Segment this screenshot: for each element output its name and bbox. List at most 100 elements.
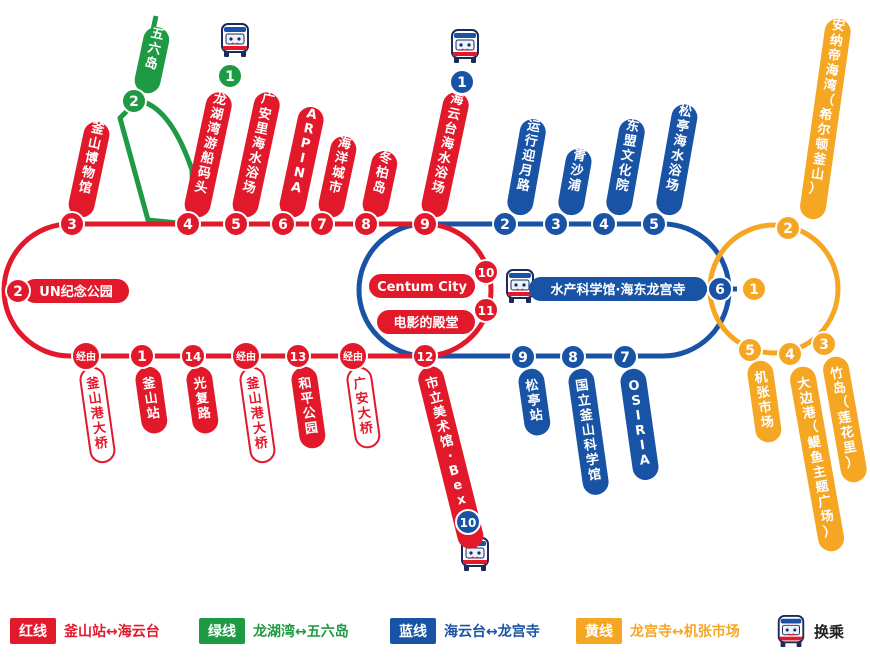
red-stop-number: 14 bbox=[185, 350, 202, 364]
yellow-stop-number: 5 bbox=[745, 343, 755, 359]
red-stop-number: 经由 bbox=[76, 350, 96, 363]
legend-yellow-route: 龙宫寺↔机张市场 bbox=[630, 624, 740, 640]
red-stop-label: 海洋城市 bbox=[327, 134, 352, 196]
red-stop: 光复路 14 bbox=[180, 343, 219, 434]
red-stop-label: ARPINA bbox=[289, 106, 318, 196]
red-stop: 龙湖湾游船码头 4 bbox=[175, 90, 232, 237]
red-stop: UN纪念公园 2 bbox=[5, 278, 129, 304]
bus-icon bbox=[221, 23, 249, 58]
legend: 红线 釜山站↔海云台 绿线 龙湖湾↔五六岛 蓝线 海云台↔龙宫寺 黄线 龙宫寺↔… bbox=[0, 612, 870, 652]
red-stop-label: UN纪念公园 bbox=[39, 284, 112, 300]
red-stop-label: 光复路 bbox=[192, 375, 213, 423]
blue-stop: 10 bbox=[455, 509, 481, 535]
route-map: 釜山博物馆 3 龙湖湾游船码头 4 广安里海水浴场 5 ARPINA 6 海洋城市 7 冬柏岛 8 海云… bbox=[1, 15, 867, 572]
red-stop: 海云台海水浴场 9 bbox=[412, 90, 469, 237]
yellow-stop-number: 3 bbox=[819, 337, 829, 353]
green-stop-number: 1 bbox=[225, 69, 235, 85]
red-stop-label: 电影的殿堂 bbox=[393, 315, 458, 331]
red-stop-number: 6 bbox=[278, 217, 288, 233]
blue-stop-number: 6 bbox=[715, 282, 725, 298]
red-stop-number: 4 bbox=[183, 217, 193, 233]
blue-stop: 东盟文化院 4 bbox=[591, 117, 645, 237]
red-stop-label: 海云台海水浴场 bbox=[430, 90, 466, 197]
blue-stop-label: 松亭站 bbox=[525, 377, 544, 424]
blue-stop-label: 运行迎月路 bbox=[515, 118, 543, 194]
red-stop-number: 经由 bbox=[343, 350, 363, 363]
yellow-stop-label: 机张市场 bbox=[754, 369, 776, 431]
green-stop-number: 2 bbox=[129, 94, 139, 110]
legend-yellow-tag: 黄线 bbox=[576, 618, 622, 644]
legend-red: 红线 釜山站↔海云台 bbox=[10, 618, 160, 644]
blue-stop: 1 bbox=[449, 69, 475, 95]
legend-green-route: 龙湖湾↔五六岛 bbox=[253, 624, 349, 640]
blue-stop: 松亭站 9 bbox=[510, 344, 551, 436]
blue-line-path bbox=[356, 221, 732, 359]
yellow-stop-number: 1 bbox=[749, 282, 759, 298]
red-stop: 广安里海水浴场 5 bbox=[223, 90, 280, 237]
legend-blue: 蓝线 海云台↔龙宫寺 bbox=[390, 618, 540, 644]
yellow-stop-number: 4 bbox=[785, 347, 795, 363]
red-stop-number: 7 bbox=[317, 217, 327, 233]
green-stop-label: 五六岛 bbox=[143, 26, 165, 73]
red-stop-number: 3 bbox=[67, 217, 77, 233]
legend-red-tag: 红线 bbox=[10, 618, 56, 644]
legend-blue-tag: 蓝线 bbox=[390, 618, 436, 644]
red-stop-label: 釜山站 bbox=[141, 375, 162, 423]
yellow-stop: 安纳帝海湾（希尔顿釜山） 2 bbox=[775, 17, 851, 241]
blue-stop-number: 4 bbox=[599, 217, 609, 233]
red-stop-label: 龙湖湾游船码头 bbox=[193, 90, 228, 196]
blue-stop-label: 青沙浦 bbox=[567, 147, 588, 195]
red-stop-number: 9 bbox=[420, 217, 430, 233]
legend-green-tag: 绿线 bbox=[199, 618, 245, 644]
blue-stop-label: OSIRIA bbox=[628, 378, 651, 469]
yellow-stop: 竹岛（莲花里） 3 bbox=[811, 331, 867, 483]
red-stop-label: 冬柏岛 bbox=[371, 149, 393, 197]
bus-icon bbox=[506, 269, 534, 304]
yellow-stop-number: 2 bbox=[783, 221, 793, 237]
red-stop: 和平公园 13 bbox=[285, 343, 326, 449]
yellow-stop: 大边港（鳀鱼主题广场）4 bbox=[777, 341, 845, 552]
yellow-stop: 机张市场 5 bbox=[737, 337, 782, 443]
red-stop: 釜山站 1 bbox=[129, 343, 168, 434]
red-stop-number: 2 bbox=[13, 284, 23, 300]
bus-icon bbox=[777, 614, 805, 648]
blue-stop-number: 2 bbox=[500, 217, 510, 233]
blue-stop-label: 东盟文化院 bbox=[615, 117, 642, 194]
blue-stop: 青沙浦 3 bbox=[543, 147, 592, 237]
yellow-stop-label: 竹岛（莲花里） bbox=[828, 365, 860, 472]
blue-stop-number: 7 bbox=[620, 350, 630, 366]
yellow-stop-label: 安纳帝海湾（希尔顿釜山） bbox=[807, 17, 847, 198]
red-stop-label: 广安里海水浴场 bbox=[241, 90, 277, 197]
red-stop-label: Centum City bbox=[377, 280, 467, 295]
red-stop-label: 釜山港大桥 bbox=[85, 375, 110, 452]
blue-stop: 国立釜山科学馆 8 bbox=[560, 344, 609, 495]
red-stop: 釜山港大桥 经由 bbox=[71, 341, 116, 464]
green-stop: 五六岛 2 bbox=[121, 26, 170, 114]
red-stop-number: 8 bbox=[361, 217, 371, 233]
red-stop: ARPINA 6 bbox=[270, 106, 324, 237]
red-stop-label: 釜山博物馆 bbox=[76, 119, 106, 196]
red-stop-number: 12 bbox=[417, 350, 434, 364]
legend-blue-route: 海云台↔龙宫寺 bbox=[444, 624, 540, 640]
red-stop-number: 1 bbox=[137, 349, 147, 365]
legend-transfer-label: 换乘 bbox=[814, 622, 845, 641]
red-stop: 电影的殿堂 11 bbox=[377, 297, 499, 334]
blue-stop-label: 国立釜山科学馆 bbox=[574, 378, 603, 484]
red-stop-number: 10 bbox=[478, 266, 495, 280]
red-stop: 广安大桥 经由 bbox=[338, 341, 381, 449]
yellow-stop-label: 大边港（鳀鱼主题广场） bbox=[795, 374, 839, 540]
blue-stop-number: 5 bbox=[649, 217, 659, 233]
blue-stop: 水产科学馆·海东龙宫寺 6 bbox=[529, 276, 733, 302]
legend-yellow: 黄线 龙宫寺↔机张市场 bbox=[576, 618, 740, 644]
red-stop-number: 5 bbox=[231, 217, 241, 233]
blue-stop-label: 松亭海水浴场 bbox=[665, 103, 695, 195]
red-stop-number: 经由 bbox=[236, 350, 256, 363]
blue-stop-number: 8 bbox=[568, 350, 578, 366]
legend-red-route: 釜山站↔海云台 bbox=[64, 624, 160, 640]
blue-stop-number: 9 bbox=[518, 350, 528, 366]
blue-stop-number: 10 bbox=[460, 516, 477, 530]
bus-icon bbox=[451, 29, 479, 64]
red-stop-label: 广安大桥 bbox=[353, 375, 375, 437]
blue-stop-label: 水产科学馆·海东龙宫寺 bbox=[551, 282, 686, 298]
red-stop: Centum City 10 bbox=[369, 259, 499, 298]
